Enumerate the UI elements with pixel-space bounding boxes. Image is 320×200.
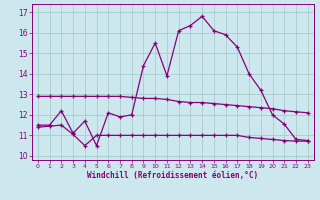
X-axis label: Windchill (Refroidissement éolien,°C): Windchill (Refroidissement éolien,°C): [87, 171, 258, 180]
